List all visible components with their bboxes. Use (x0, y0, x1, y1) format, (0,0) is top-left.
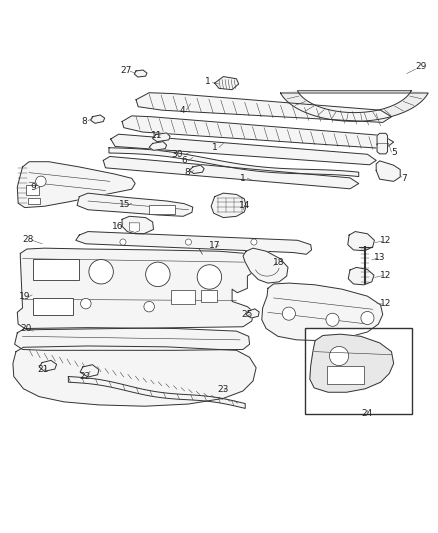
Circle shape (146, 262, 170, 287)
Circle shape (89, 260, 113, 284)
Polygon shape (152, 133, 170, 142)
Text: 13: 13 (374, 253, 385, 262)
Polygon shape (376, 161, 400, 181)
Bar (149, 205, 175, 214)
Text: 24: 24 (361, 409, 372, 418)
Polygon shape (149, 142, 166, 150)
Circle shape (81, 298, 91, 309)
Circle shape (120, 239, 126, 245)
Polygon shape (17, 248, 255, 330)
Text: 25: 25 (241, 310, 253, 319)
Text: 12: 12 (380, 236, 392, 245)
Polygon shape (13, 346, 256, 406)
Bar (26, 185, 39, 195)
Polygon shape (310, 334, 394, 392)
Polygon shape (91, 115, 105, 123)
Text: 22: 22 (80, 372, 91, 381)
Text: 14: 14 (239, 201, 250, 210)
Text: 12: 12 (380, 271, 392, 280)
Polygon shape (14, 328, 250, 350)
Text: 7: 7 (401, 174, 406, 183)
Text: 8: 8 (81, 117, 88, 126)
Polygon shape (130, 223, 140, 232)
Text: 23: 23 (218, 385, 229, 394)
Circle shape (251, 239, 257, 245)
Bar (33, 259, 79, 280)
Text: 18: 18 (273, 257, 285, 266)
Text: 19: 19 (19, 292, 31, 301)
Polygon shape (68, 376, 245, 408)
Polygon shape (246, 309, 259, 318)
Bar (33, 298, 73, 314)
Text: 9: 9 (31, 183, 36, 192)
Circle shape (197, 265, 222, 289)
Text: 16: 16 (112, 222, 124, 231)
Text: 15: 15 (119, 200, 130, 209)
Polygon shape (215, 77, 239, 90)
Polygon shape (211, 193, 246, 217)
Polygon shape (80, 365, 99, 377)
Text: 1: 1 (240, 174, 246, 183)
Polygon shape (17, 161, 135, 207)
Text: 6: 6 (181, 156, 187, 165)
Text: 29: 29 (416, 62, 427, 71)
Text: 17: 17 (209, 241, 220, 251)
Polygon shape (262, 283, 383, 341)
Polygon shape (111, 134, 376, 165)
Bar (171, 289, 195, 304)
Circle shape (361, 311, 374, 325)
Text: 28: 28 (22, 235, 33, 244)
Text: 30: 30 (172, 150, 183, 159)
FancyBboxPatch shape (305, 328, 412, 414)
Text: 12: 12 (380, 299, 392, 308)
Polygon shape (136, 93, 392, 123)
Text: 1: 1 (205, 77, 211, 86)
Polygon shape (281, 91, 428, 122)
Circle shape (326, 313, 339, 326)
Circle shape (329, 346, 349, 366)
Polygon shape (377, 133, 388, 154)
Bar (201, 290, 217, 302)
Circle shape (185, 239, 191, 245)
Text: 5: 5 (392, 148, 397, 157)
Bar (327, 366, 364, 384)
Polygon shape (122, 216, 153, 234)
Polygon shape (76, 231, 311, 254)
Circle shape (144, 302, 154, 312)
Polygon shape (348, 231, 374, 251)
Polygon shape (103, 157, 359, 189)
Text: 1: 1 (212, 143, 218, 152)
Text: 11: 11 (151, 131, 163, 140)
Polygon shape (39, 360, 57, 372)
Polygon shape (134, 70, 147, 77)
Bar (28, 198, 40, 204)
Polygon shape (109, 148, 359, 176)
Circle shape (283, 307, 295, 320)
Text: 27: 27 (120, 67, 131, 75)
Polygon shape (189, 165, 204, 174)
Circle shape (35, 176, 46, 187)
Text: 20: 20 (20, 325, 32, 334)
Polygon shape (122, 116, 394, 149)
Text: 21: 21 (38, 365, 49, 374)
Polygon shape (348, 268, 374, 285)
Text: 8: 8 (185, 168, 191, 177)
Polygon shape (77, 193, 193, 216)
Polygon shape (243, 248, 288, 283)
Text: 4: 4 (179, 106, 185, 115)
